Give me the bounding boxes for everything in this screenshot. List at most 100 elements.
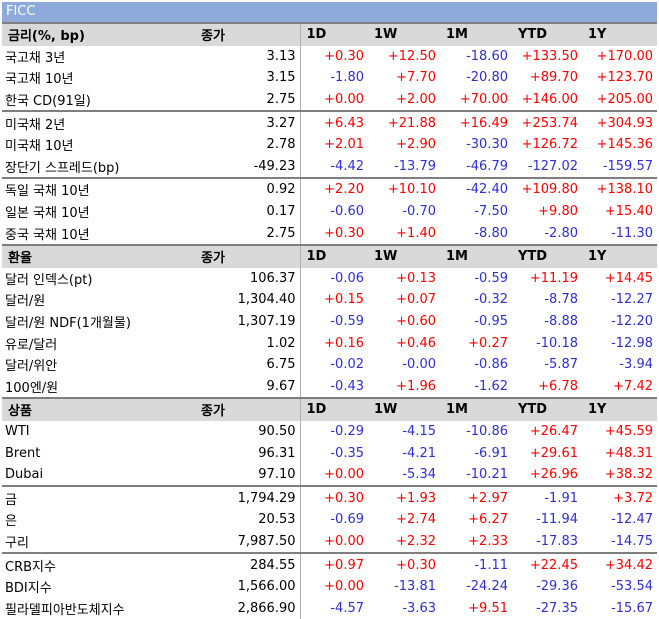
change-value-d1: -1.80 — [330, 70, 364, 86]
change-value-m1: -30.30 — [466, 137, 508, 153]
change-value-y1: +7.42 — [613, 378, 653, 394]
change-value-y1: -3.94 — [619, 357, 653, 373]
change-value-m1: -20.80 — [466, 70, 508, 86]
section-header-row: 환율 종가 1D 1W 1M YTD 1Y — [2, 243, 657, 268]
change-value-d1: +0.30 — [300, 485, 368, 510]
change-value-y1: +170.00 — [596, 48, 653, 64]
change-value-w1: +2.90 — [396, 137, 436, 153]
change-value-w1: -5.34 — [402, 467, 436, 483]
period-column-header: 1M — [440, 22, 512, 46]
change-value-y1: -12.20 — [611, 314, 653, 330]
closing-price: 3.15 — [198, 67, 301, 89]
table-row: 달러 인덱스(pt) 106.37 -0.06 +0.13 -0.59 +11.19 +14… — [2, 267, 657, 290]
change-value-m1: -7.50 — [474, 204, 508, 220]
change-value-y1: +34.42 — [582, 552, 657, 576]
closing-price: -49.23 — [198, 155, 301, 179]
table-row: 금 1,794.29 +0.30 +1.93 +2.97 -1.91 +3.72 — [2, 485, 657, 510]
change-value-d1: -0.06 — [330, 270, 364, 286]
change-value-ytd: +6.78 — [538, 378, 578, 394]
change-value-w1: +0.46 — [396, 335, 436, 351]
change-value-ytd: +146.00 — [521, 92, 578, 108]
table-row: 국고채 10년 3.15 -1.80 +7.70 -20.80 +89.70 +123.70 — [2, 67, 657, 89]
change-value-ytd: +26.96 — [529, 467, 578, 483]
instrument-name: 달러/위안 — [5, 359, 58, 375]
change-value-d1: -4.57 — [330, 600, 364, 616]
instrument-name: 미국채 2년 — [2, 110, 198, 134]
change-value-w1: +1.96 — [396, 378, 436, 394]
closing-price: 6.75 — [198, 353, 301, 376]
period-column-header: 1D — [300, 243, 368, 268]
closing-price: 7,987.50 — [198, 530, 301, 554]
section-header: 환율 — [2, 243, 198, 268]
change-value-ytd: +253.74 — [512, 110, 582, 134]
instrument-name: 장단기 스프레드(bp) — [5, 160, 120, 176]
change-value-y1: +145.36 — [596, 137, 653, 153]
change-value-y1: +138.10 — [582, 177, 657, 201]
change-value-w1: -13.81 — [394, 579, 436, 595]
change-value-w1: +2.74 — [396, 512, 436, 528]
table-body: 금리(%, bp) 종가 1D 1W 1M YTD 1Y 국고채 3년 3.13 +0.30 +12… — [2, 22, 657, 619]
closing-price: 2.75 — [198, 88, 301, 112]
change-value-d1: +0.00 — [324, 92, 364, 108]
change-value-ytd: -8.88 — [544, 314, 578, 330]
change-value-y1: +45.59 — [604, 423, 653, 439]
change-value-m1: -0.86 — [474, 357, 508, 373]
change-value-d1: +0.30 — [324, 48, 364, 64]
table-row: 일본 국채 10년 0.17 -0.60 -0.70 -7.50 +9.80 +15.40 — [2, 200, 657, 223]
change-value-m1: +2.97 — [440, 485, 512, 510]
change-value-y1: -15.67 — [611, 600, 653, 616]
change-value-y1: +14.45 — [604, 270, 653, 286]
change-value-y1: -11.30 — [611, 225, 653, 241]
period-column-header: 1Y — [582, 22, 657, 46]
instrument-name: WTI — [5, 423, 30, 439]
change-value-d1: +0.16 — [324, 335, 364, 351]
instrument-name: 일본 국채 10년 — [5, 206, 90, 222]
change-value-ytd: -17.83 — [536, 533, 578, 549]
table-row: 달러/원 1,304.40 +0.15 +0.07 -0.32 -8.78 -12.27 — [2, 289, 657, 311]
change-value-m1: +0.27 — [468, 335, 508, 351]
ficc-table: 금리(%, bp) 종가 1D 1W 1M YTD 1Y 국고채 3년 3.13 +0.30 +12… — [2, 22, 657, 619]
period-column-header: YTD — [512, 22, 582, 46]
change-value-w1: -3.63 — [402, 600, 436, 616]
change-value-y1: +3.72 — [582, 485, 657, 510]
change-value-w1: +2.32 — [396, 533, 436, 549]
change-value-w1: -4.15 — [402, 423, 436, 439]
change-value-ytd: +29.61 — [529, 445, 578, 461]
change-value-w1: -0.70 — [402, 204, 436, 220]
instrument-name: 은 — [5, 514, 17, 530]
table-row: 달러/위안 6.75 -0.02 -0.00 -0.86 -5.87 -3.94 — [2, 353, 657, 376]
change-value-ytd: -8.78 — [544, 292, 578, 308]
period-column-header: 1D — [300, 22, 368, 46]
table-row: 국고채 3년 3.13 +0.30 +12.50 -18.60 +133.50 +170.0… — [2, 45, 657, 68]
change-value-d1: -0.69 — [330, 512, 364, 528]
change-value-d1: +0.30 — [324, 225, 364, 241]
change-value-m1: -0.59 — [474, 270, 508, 286]
change-value-m1: -0.95 — [474, 314, 508, 330]
change-value-d1: -0.60 — [330, 204, 364, 220]
instrument-name: 달러 인덱스(pt) — [5, 272, 93, 288]
instrument-name: 독일 국채 10년 — [2, 177, 198, 201]
instrument-name: 미국채 10년 — [5, 139, 74, 155]
price-column-header: 종가 — [198, 243, 301, 268]
change-value-y1: +38.32 — [604, 467, 653, 483]
closing-price: 0.17 — [198, 200, 301, 223]
change-value-y1: -14.75 — [611, 533, 653, 549]
change-value-w1: +0.30 — [368, 552, 440, 576]
instrument-name: 유로/달러 — [5, 337, 58, 353]
period-column-header: 1M — [440, 397, 512, 421]
change-value-w1: -0.00 — [402, 357, 436, 373]
change-value-ytd: -29.36 — [536, 579, 578, 595]
instrument-name: 국고채 3년 — [5, 50, 66, 66]
change-value-m1: +70.00 — [459, 92, 508, 108]
change-value-ytd: -2.80 — [544, 225, 578, 241]
change-value-y1: -53.54 — [611, 579, 653, 595]
change-value-m1: -42.40 — [440, 177, 512, 201]
table-row: 한국 CD(91일) 2.75 +0.00 +2.00 +70.00 +146.00 +20… — [2, 88, 657, 112]
closing-price: 1,566.00 — [198, 575, 301, 598]
table-row: Brent 96.31 -0.35 -4.21 -6.91 +29.61 +48.31 — [2, 442, 657, 464]
panel-title: FICC — [2, 2, 657, 22]
closing-price: 284.55 — [198, 552, 301, 576]
table-row: 구리 7,987.50 +0.00 +2.32 +2.33 -17.83 -14.75 — [2, 530, 657, 554]
closing-price: 3.13 — [198, 45, 301, 68]
